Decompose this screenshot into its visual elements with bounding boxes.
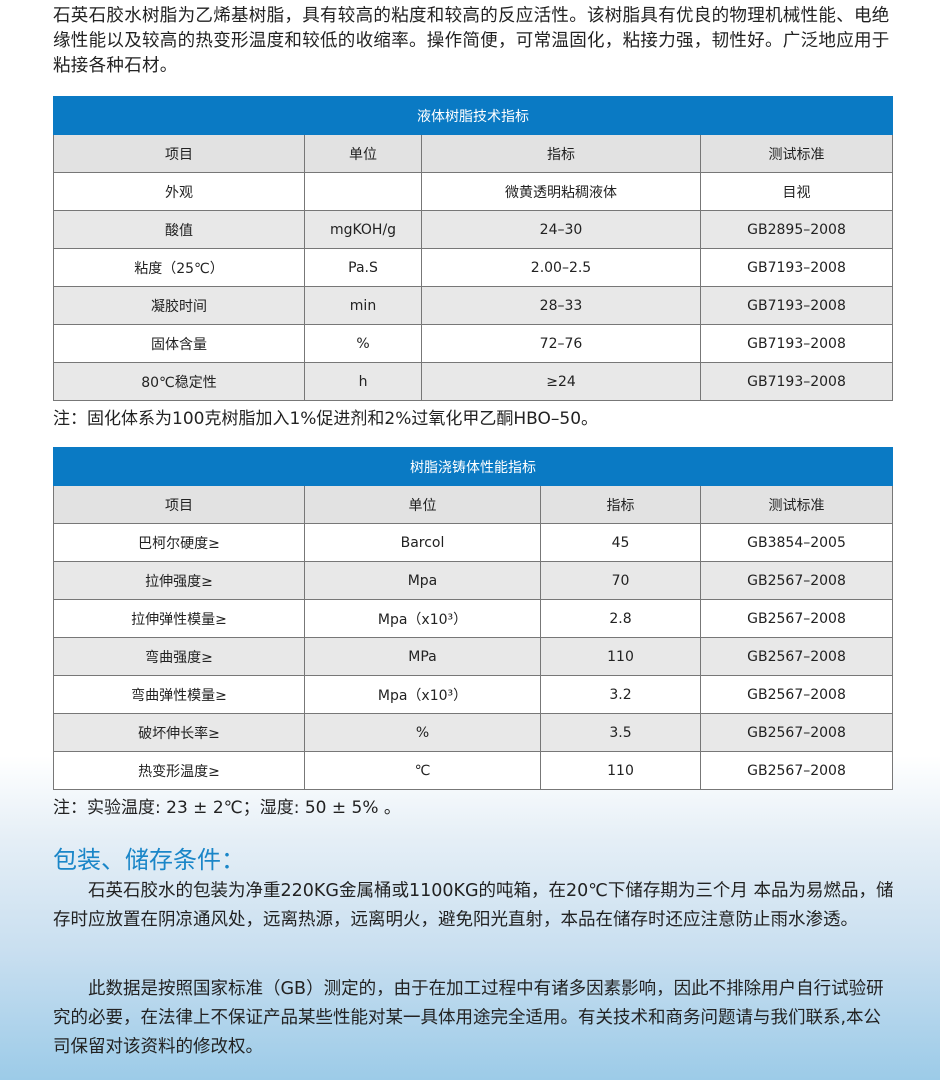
- table-cell: 24–30: [421, 210, 701, 249]
- column-header: 指标: [540, 485, 701, 524]
- table-cell: GB2567–2008: [700, 675, 893, 714]
- table-row: 热变形温度≥ ℃ 110 GB2567–2008: [53, 751, 893, 790]
- table-cell: h: [304, 362, 422, 401]
- table-cell: 热变形温度≥: [53, 751, 305, 790]
- table-cell: GB2895–2008: [700, 210, 893, 249]
- table-cell: ℃: [304, 751, 541, 790]
- table-cell: 110: [540, 751, 701, 790]
- table-row: 拉伸强度≥ Mpa 70 GB2567–2008: [53, 561, 893, 600]
- table-title: 树脂浇铸体性能指标: [53, 447, 893, 486]
- table-row: 弯曲强度≥ MPa 110 GB2567–2008: [53, 637, 893, 676]
- table-cell: MPa: [304, 637, 541, 676]
- table-row: 酸值 mgKOH/g 24–30 GB2895–2008: [53, 210, 893, 249]
- header-row: 项目 单位 指标 测试标准: [53, 134, 893, 173]
- liquid-resin-spec-table: 液体树脂技术指标 项目 单位 指标 测试标准 外观 微黄透明粘稠液体 目视 酸值 mgKOH/g…: [53, 96, 893, 401]
- curing-note: 注：固化体系为100克树脂加入1%促进剂和2%过氧化甲乙酮HBO–50。: [53, 409, 599, 429]
- table-cell: Mpa: [304, 561, 541, 600]
- table-cell: 110: [540, 637, 701, 676]
- table-row: 凝胶时间 min 28–33 GB7193–2008: [53, 286, 893, 325]
- table-cell: 破坏伸长率≥: [53, 713, 305, 752]
- table-cell: 70: [540, 561, 701, 600]
- table-cell: 拉伸弹性模量≥: [53, 599, 305, 638]
- table-cell: GB2567–2008: [700, 637, 893, 676]
- intro-paragraph: 石英石胶水树脂为乙烯基树脂，具有较高的粘度和较高的反应活性。该树脂具有优良的物理…: [53, 6, 890, 76]
- table-cell: Pa.S: [304, 248, 422, 287]
- table-cell: GB2567–2008: [700, 713, 893, 752]
- table-cell: [304, 172, 422, 211]
- table-row: 拉伸弹性模量≥ Mpa（x10³） 2.8 GB2567–2008: [53, 599, 893, 638]
- table-cell: GB7193–2008: [700, 362, 893, 401]
- table-cell: 2.8: [540, 599, 701, 638]
- table-row: 外观 微黄透明粘稠液体 目视: [53, 172, 893, 211]
- table-cell: 拉伸强度≥: [53, 561, 305, 600]
- table-cell: 80℃稳定性: [53, 362, 305, 401]
- table-cell: 目视: [700, 172, 893, 211]
- table-cell: 2.00–2.5: [421, 248, 701, 287]
- column-header: 项目: [53, 485, 305, 524]
- table-cell: Barcol: [304, 523, 541, 562]
- table-cell: 3.5: [540, 713, 701, 752]
- table-cell: GB7193–2008: [700, 286, 893, 325]
- table-cell: 固体含量: [53, 324, 305, 363]
- table-cell: GB2567–2008: [700, 751, 893, 790]
- table-row: 80℃稳定性 h ≥24 GB7193–2008: [53, 362, 893, 401]
- table-cell: GB2567–2008: [700, 599, 893, 638]
- table-cell: GB7193–2008: [700, 248, 893, 287]
- table-cell: 巴柯尔硬度≥: [53, 523, 305, 562]
- table-cell: 45: [540, 523, 701, 562]
- header-row: 项目 单位 指标 测试标准: [53, 485, 893, 524]
- column-header: 指标: [421, 134, 701, 173]
- table-row: 巴柯尔硬度≥ Barcol 45 GB3854–2005: [53, 523, 893, 562]
- table-row: 破坏伸长率≥% 3.5 GB2567–2008: [53, 713, 893, 752]
- cast-resin-property-table: 树脂浇铸体性能指标 项目 单位 指标 测试标准 巴柯尔硬度≥ Barcol 45 GB3854…: [53, 447, 893, 790]
- table-cell: mgKOH/g: [304, 210, 422, 249]
- table-cell: 弯曲弹性模量≥: [53, 675, 305, 714]
- table-cell: %: [304, 324, 422, 363]
- table-cell: 弯曲强度≥: [53, 637, 305, 676]
- table-cell: 72–76: [421, 324, 701, 363]
- table-cell: 外观: [53, 172, 305, 211]
- table-cell: GB7193–2008: [700, 324, 893, 363]
- table-row: 弯曲弹性模量≥ Mpa（x10³） 3.2 GB2567–2008: [53, 675, 893, 714]
- column-header: 项目: [53, 134, 305, 173]
- column-header: 单位: [304, 485, 541, 524]
- table-cell: 凝胶时间: [53, 286, 305, 325]
- table-row: 固体含量% 72–76 GB7193–2008: [53, 324, 893, 363]
- table-cell: min: [304, 286, 422, 325]
- packaging-paragraph: 石英石胶水的包装为净重220KG金属桶或1100KG的吨箱，在20℃下储存期为三…: [53, 881, 894, 930]
- table-cell: Mpa（x10³）: [304, 599, 541, 638]
- table-cell: 粘度（25℃）: [53, 248, 305, 287]
- table-cell: Mpa（x10³）: [304, 675, 541, 714]
- column-header: 单位: [304, 134, 422, 173]
- table-cell: 微黄透明粘稠液体: [421, 172, 701, 211]
- table-cell: %: [304, 713, 541, 752]
- table-row: 粘度（25℃） Pa.S 2.00–2.5 GB7193–2008: [53, 248, 893, 287]
- table-cell: 3.2: [540, 675, 701, 714]
- disclaimer-paragraph: 此数据是按照国家标准（GB）测定的，由于在加工过程中有诸多因素影响，因此不排除用…: [53, 979, 884, 1057]
- table-cell: GB3854–2005: [700, 523, 893, 562]
- table-cell: GB2567–2008: [700, 561, 893, 600]
- column-header: 测试标准: [700, 134, 893, 173]
- table-cell: 28–33: [421, 286, 701, 325]
- section-title: 包装、储存条件：: [53, 846, 245, 874]
- test-condition-note: 注：实验温度: 23 ± 2℃；湿度: 50 ± 5% 。: [53, 798, 401, 818]
- table-cell: ≥24: [421, 362, 701, 401]
- table-cell: 酸值: [53, 210, 305, 249]
- column-header: 测试标准: [700, 485, 893, 524]
- table-title: 液体树脂技术指标: [53, 96, 893, 135]
